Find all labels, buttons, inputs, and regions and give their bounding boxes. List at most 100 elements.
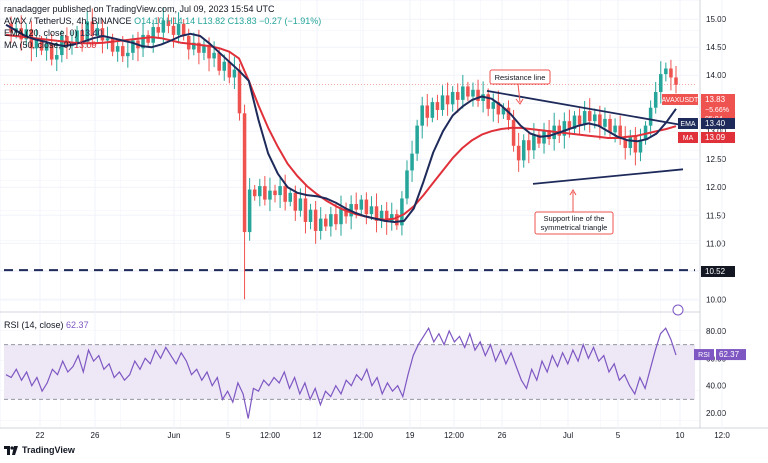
time-tick-label: 10 xyxy=(676,431,685,440)
price-tick-label: 14.00 xyxy=(706,71,727,80)
candle-body xyxy=(207,46,211,59)
candle-body xyxy=(181,23,186,37)
candle-body xyxy=(369,206,374,215)
price-tag-name: EMA xyxy=(680,121,696,128)
candle-body xyxy=(120,46,125,57)
candle-body xyxy=(258,186,262,197)
price-tick-label: 15.00 xyxy=(706,15,727,24)
candle-body xyxy=(90,21,95,37)
candle-body xyxy=(339,208,343,225)
candle-body xyxy=(105,38,110,41)
price-tag-box xyxy=(701,118,735,129)
candle-body xyxy=(171,25,176,35)
rsi-tag-value: 62.37 xyxy=(719,350,740,359)
candle-body xyxy=(161,20,166,33)
candle-body xyxy=(664,68,668,75)
candle-body xyxy=(151,27,155,43)
candle-body xyxy=(506,107,511,121)
candle-body xyxy=(455,92,460,100)
candle-body xyxy=(653,92,658,108)
candle-body xyxy=(567,121,572,129)
candle-body xyxy=(415,125,419,154)
support-arrow xyxy=(569,189,577,212)
candle-body xyxy=(450,92,455,105)
candle-body xyxy=(466,86,470,97)
candle-body xyxy=(491,102,496,109)
candle-body xyxy=(54,55,59,60)
price-tag-value: 13.09 xyxy=(705,133,726,142)
event-marker-icon xyxy=(672,304,684,316)
ema20-line xyxy=(5,23,677,223)
ma-legend-label: MA (50, close, 0) xyxy=(4,40,72,50)
candle-body xyxy=(395,214,399,226)
candle-body xyxy=(100,28,105,41)
candle-body xyxy=(420,105,424,126)
price-tick-label: 12.00 xyxy=(706,183,727,192)
resistance-annotation-text: Resistance line xyxy=(495,73,546,82)
candle-body xyxy=(521,140,526,161)
candle-body xyxy=(527,140,531,151)
resistance-annotation-box xyxy=(489,69,551,85)
price-tag-name: MA xyxy=(683,135,694,142)
time-tick-label: 5 xyxy=(616,431,621,440)
candle-body xyxy=(278,186,282,196)
candle-body xyxy=(618,125,622,140)
candle-body xyxy=(384,210,389,222)
candle-body xyxy=(440,95,445,110)
candle-body xyxy=(674,77,678,85)
candle-body xyxy=(324,218,328,227)
price-tag-name-box xyxy=(678,132,698,143)
candle-body xyxy=(242,113,247,233)
symbol-row: AVAX / TetherUS, 4h, BINANCE O14.10 H14.… xyxy=(4,16,321,27)
rsi-legend[interactable]: RSI (14, close) 62.37 xyxy=(4,320,89,331)
price-tick-label: 13.00 xyxy=(706,127,727,136)
candle-body xyxy=(39,40,44,51)
candle-body xyxy=(344,208,348,217)
price-tag-value: 10.52 xyxy=(705,267,726,276)
ema-legend[interactable]: EMA (20, close, 0) 13.40 xyxy=(4,28,103,39)
candle-body xyxy=(166,20,171,26)
symbol-label[interactable]: AVAX / TetherUS, 4h, BINANCE xyxy=(4,16,132,26)
candle-body xyxy=(293,192,298,211)
candle-body xyxy=(435,102,440,110)
candle-body xyxy=(562,121,567,136)
candle-body xyxy=(537,134,541,144)
price-tags: AVAXUSDT13.83−5.66%05:04EMA13.40MA13.091… xyxy=(662,94,746,361)
candle-body xyxy=(95,28,100,37)
candle-body xyxy=(582,111,587,125)
footer-brand[interactable]: TradingView xyxy=(22,445,75,455)
candle-body xyxy=(141,34,145,49)
candle-body xyxy=(273,190,277,196)
candle-body xyxy=(669,68,673,78)
time-tick-label: 26 xyxy=(91,431,100,440)
candle-body xyxy=(75,30,79,43)
rsi-tag-name: RSI xyxy=(698,352,710,359)
candle-body xyxy=(577,115,582,125)
candle-body xyxy=(197,42,201,53)
price-tag-box xyxy=(701,132,735,143)
price-tag-name-box xyxy=(678,118,698,129)
price-tick-label: 12.50 xyxy=(706,155,727,164)
footer: TradingView xyxy=(4,445,75,455)
ma-legend[interactable]: MA (50, close, 0) 13.09 xyxy=(4,40,97,51)
candle-body xyxy=(263,186,267,200)
candle-body xyxy=(34,40,39,49)
time-tick-label: 12 xyxy=(313,431,322,440)
candle-body xyxy=(461,86,465,100)
time-tick-label: 19 xyxy=(406,431,415,440)
price-tick-label: 10.00 xyxy=(706,295,727,304)
candle-body xyxy=(156,27,161,33)
candle-body xyxy=(410,153,414,171)
candle-body xyxy=(400,198,404,226)
ema-legend-label: EMA (20, close, 0) xyxy=(4,28,78,38)
support-trendline xyxy=(532,168,684,185)
candle-body xyxy=(176,23,181,35)
candle-body xyxy=(496,102,501,115)
candle-body xyxy=(80,30,84,42)
rsi-panel xyxy=(4,326,695,419)
price-tick-label: 11.00 xyxy=(706,239,726,248)
price-tick-label: 11.50 xyxy=(706,211,726,220)
support-annotation-text: Support line of the xyxy=(544,214,605,223)
candle-body xyxy=(476,89,480,101)
